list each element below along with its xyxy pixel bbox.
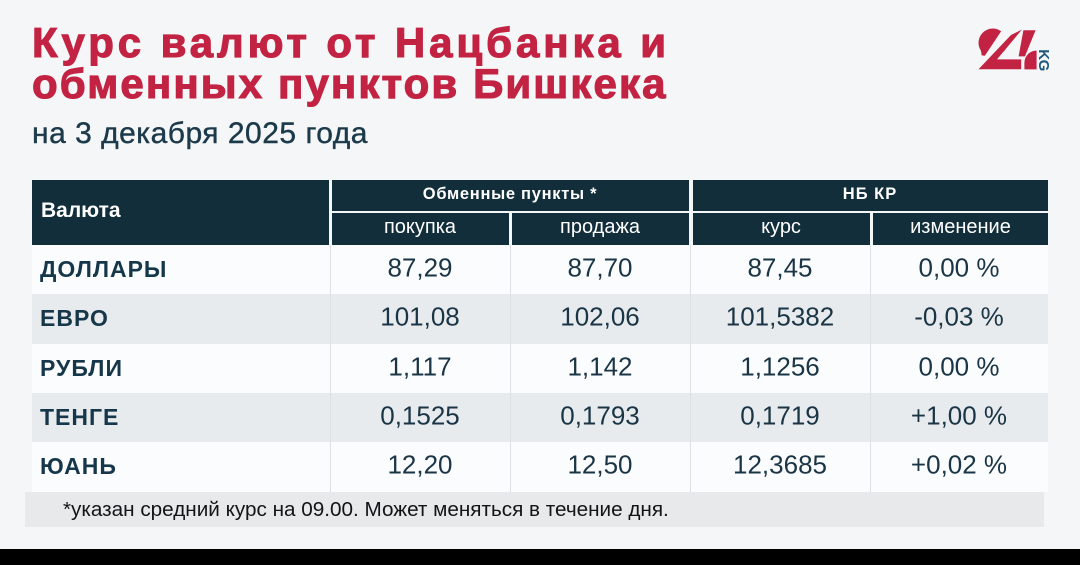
svg-text:KG: KG: [1035, 49, 1051, 71]
